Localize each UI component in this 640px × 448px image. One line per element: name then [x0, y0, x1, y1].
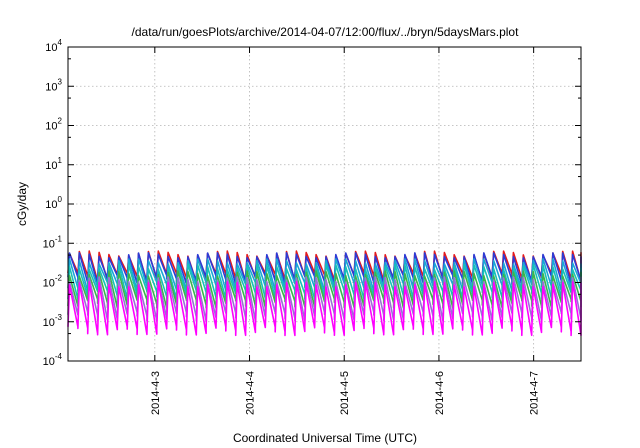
- series-layer: [67, 250, 582, 337]
- x-axis-label: Coordinated Universal Time (UTC): [233, 431, 417, 445]
- y-axis: 10-4 10-3 10-2 10-1 100 101 102 103 104: [43, 38, 581, 368]
- x-tick-label: 2014-4-7: [529, 371, 541, 415]
- y-tick-label: 10-1: [43, 234, 63, 250]
- y-tick-label: 104: [45, 38, 62, 54]
- series-line: [67, 281, 582, 337]
- x-axis: 2014-4-3 2014-4-4 2014-4-5 2014-4-6 2014-4-7: [150, 47, 541, 415]
- y-tick-label: 102: [45, 117, 62, 133]
- y-tick-label: 10-4: [43, 352, 63, 368]
- y-axis-label: cGy/day: [15, 182, 29, 226]
- y-tick-label: 10-2: [43, 274, 63, 290]
- y-tick-label: 101: [45, 156, 62, 172]
- y-tick-label: 10-3: [43, 313, 63, 329]
- x-tick-label: 2014-4-3: [150, 371, 162, 415]
- y-tick-label: 100: [45, 195, 62, 211]
- chart-title: /data/run/goesPlots/archive/2014-04-07/1…: [132, 25, 520, 39]
- x-tick-label: 2014-4-5: [339, 371, 351, 415]
- x-tick-label: 2014-4-6: [434, 371, 446, 415]
- y-tick-label: 103: [45, 77, 62, 93]
- x-tick-label: 2014-4-4: [245, 371, 257, 415]
